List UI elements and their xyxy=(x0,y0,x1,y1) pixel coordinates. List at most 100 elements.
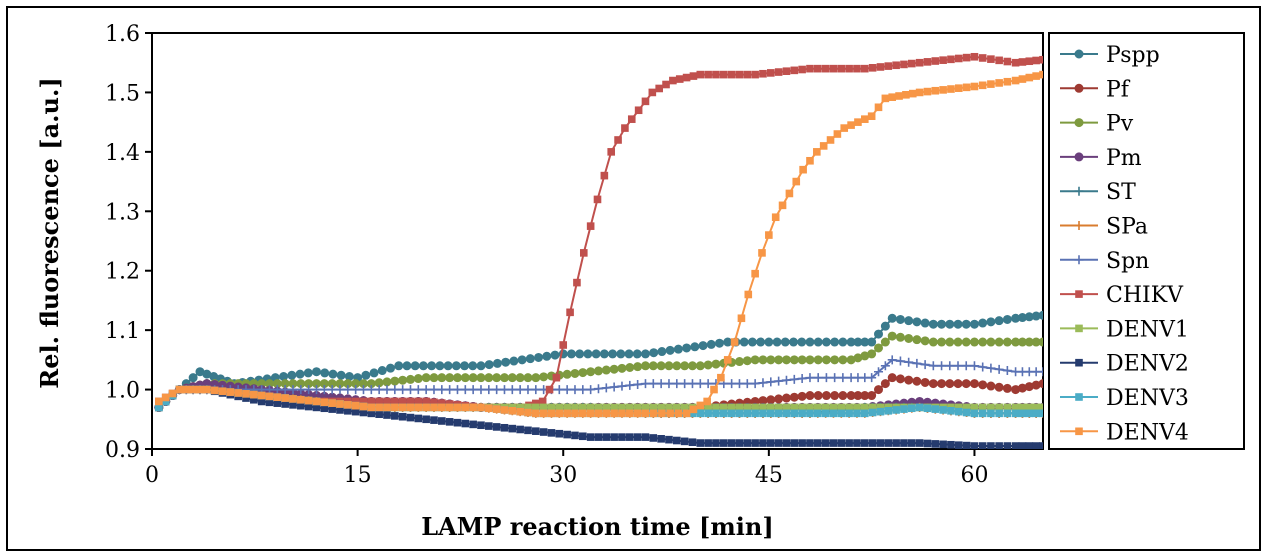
data-point-denv4 xyxy=(962,83,971,92)
data-point-denv4 xyxy=(799,165,807,174)
data-point-pspp xyxy=(887,313,897,323)
data-point-denv3 xyxy=(767,409,775,418)
data-point-spn xyxy=(880,361,890,371)
data-point-denv4 xyxy=(438,403,446,412)
data-point-denv4 xyxy=(618,409,626,418)
data-point-pv xyxy=(452,373,462,383)
data-point-spn xyxy=(953,361,963,371)
data-point-pv xyxy=(986,337,996,347)
data-point-spn xyxy=(750,379,760,389)
data-point-pf xyxy=(774,394,784,404)
data-point-denv2 xyxy=(281,400,289,408)
data-point-denv2 xyxy=(422,415,430,424)
data-point-denv1 xyxy=(861,403,869,412)
data-point-pspp xyxy=(336,370,346,380)
data-point-chikv xyxy=(868,64,877,72)
data-point-spn xyxy=(413,385,423,395)
data-point-denv2 xyxy=(383,411,391,419)
data-point-spn xyxy=(374,385,384,395)
data-point-pf xyxy=(874,385,884,395)
data-point-pv xyxy=(904,333,914,343)
data-point-denv2 xyxy=(673,436,681,445)
data-point-denv2 xyxy=(845,439,853,447)
data-point-spn xyxy=(570,385,580,395)
data-point-pf xyxy=(880,379,890,389)
data-point-denv3 xyxy=(1018,409,1027,418)
data-point-denv2 xyxy=(696,439,705,447)
data-point-denv1 xyxy=(626,403,634,412)
data-point-denv4 xyxy=(847,121,855,129)
data-point-denv4 xyxy=(312,397,321,406)
data-point-spn xyxy=(304,385,314,395)
data-point-denv2 xyxy=(320,404,329,413)
data-point-pv xyxy=(953,337,963,347)
data-point-denv1 xyxy=(1011,403,1020,412)
data-point-denv3 xyxy=(782,409,791,418)
data-point-pv xyxy=(413,374,423,384)
data-point-pspp xyxy=(920,318,930,328)
data-point-spn xyxy=(476,385,486,395)
data-point-spn xyxy=(437,385,447,395)
data-point-denv4 xyxy=(703,397,711,406)
data-point-denv1 xyxy=(594,403,603,412)
x-tick-label: 0 xyxy=(145,463,159,488)
data-point-chikv xyxy=(1032,56,1040,65)
data-point-denv2 xyxy=(367,409,376,418)
data-point-pspp xyxy=(714,338,724,348)
data-point-pspp xyxy=(361,370,371,380)
data-point-denv4 xyxy=(594,409,603,418)
data-point-spn xyxy=(335,385,345,395)
data-point-denv3 xyxy=(884,406,893,415)
data-point-denv1 xyxy=(806,403,814,412)
data-point-chikv xyxy=(662,80,670,89)
data-point-pv xyxy=(656,361,666,371)
data-point-pv xyxy=(515,373,525,383)
data-point-pv xyxy=(887,331,897,341)
data-point-denv4 xyxy=(1003,77,1012,86)
data-point-denv1 xyxy=(610,403,618,412)
data-point-denv3 xyxy=(962,408,971,417)
data-point-pspp xyxy=(690,342,700,352)
data-point-denv3 xyxy=(720,409,728,418)
data-point-chikv xyxy=(978,54,987,62)
data-point-denv2 xyxy=(665,435,673,444)
data-point-spn xyxy=(830,373,840,383)
data-point-denv2 xyxy=(861,439,869,447)
data-point-pv xyxy=(797,355,807,365)
data-point-denv2 xyxy=(680,437,689,446)
data-point-denv4 xyxy=(196,385,204,394)
data-point-denv2 xyxy=(688,438,697,447)
data-point-chikv xyxy=(1018,58,1027,66)
data-point-spn xyxy=(789,374,799,384)
data-point-pspp xyxy=(443,361,453,371)
data-point-denv1 xyxy=(633,403,642,412)
data-point-pspp xyxy=(953,319,963,329)
data-point-pspp xyxy=(386,363,396,373)
data-point-denv4 xyxy=(351,401,360,410)
data-point-denv4 xyxy=(806,156,814,165)
data-point-spn xyxy=(562,385,572,395)
data-point-denv2 xyxy=(1011,442,1020,449)
data-point-pv xyxy=(711,359,721,369)
data-point-chikv xyxy=(621,124,629,132)
data-point-denv3 xyxy=(829,409,838,418)
data-point-denv3 xyxy=(1025,409,1034,418)
data-point-denv1 xyxy=(571,403,579,412)
data-point-pv xyxy=(830,355,840,365)
data-point-pf xyxy=(887,373,897,383)
data-point-pspp xyxy=(566,349,576,359)
data-point-denv2 xyxy=(868,439,877,447)
data-point-denv2 xyxy=(445,418,454,426)
data-point-spn xyxy=(912,358,922,368)
data-point-denv1 xyxy=(547,403,556,412)
data-point-denv4 xyxy=(908,89,917,98)
data-point-pspp xyxy=(591,349,601,359)
data-point-chikv xyxy=(947,55,955,64)
y-tick-label: 1.1 xyxy=(105,319,140,344)
data-point-pspp xyxy=(542,351,552,361)
data-point-spn xyxy=(523,385,533,395)
data-point-denv4 xyxy=(383,403,391,412)
data-point-denv2 xyxy=(532,427,540,435)
data-point-denv3 xyxy=(161,397,170,406)
data-point-pspp xyxy=(616,349,626,359)
